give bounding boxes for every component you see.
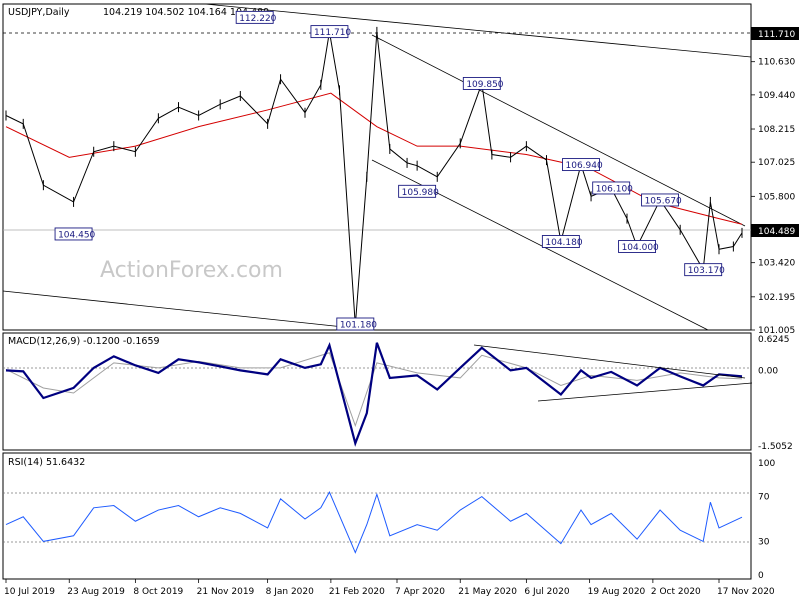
macd-line — [5, 341, 743, 447]
x-axis: 10 Jul 2019 23 Aug 2019 8 Oct 2019 21 Nov 2… — [4, 579, 775, 597]
annotation-box — [398, 184, 437, 198]
x-tick-label: 21 May 2020 — [458, 587, 517, 597]
annotation-label: 105.670 — [645, 196, 682, 206]
macd-y-tick-label: 0.6245 — [758, 335, 790, 345]
x-tick-label: 8 Oct 2019 — [133, 587, 183, 597]
price-y-tick-label: 105.800 — [758, 192, 795, 202]
current-price-label: 104.489 — [758, 227, 795, 237]
annotation-box — [462, 76, 501, 90]
rsi-y-tick-label: 30 — [758, 537, 770, 547]
annotation-label: 104.000 — [622, 243, 659, 253]
price-y-tick-label: 102.195 — [758, 293, 795, 303]
trendline-lower-long — [2, 290, 373, 331]
annotation-label: 103.170 — [688, 266, 725, 276]
annotation-box — [235, 10, 274, 24]
price-annotations: 112.220 111.710 109.850 106.940 106.100 105.6… — [54, 10, 725, 331]
annotation-label: 106.100 — [596, 184, 633, 194]
x-tick-label: 17 Nov 2020 — [717, 587, 775, 597]
resistance-price-box — [751, 27, 799, 40]
annotation-label: 109.850 — [466, 80, 503, 90]
x-tick-label: 23 Aug 2019 — [67, 587, 125, 597]
x-tick-label: 6 Jul 2020 — [524, 587, 569, 597]
annotation-label: 101.180 — [340, 321, 377, 331]
annotation-box — [641, 193, 680, 207]
rsi-line — [5, 490, 743, 554]
rsi-panel-title: RSI(14) 51.6432 — [8, 457, 85, 468]
chart-ohlc-values: 104.219 104.502 104.164 104.489 — [103, 7, 269, 18]
annotation-box — [618, 240, 657, 253]
price-y-tick-label: 101.005 — [758, 326, 795, 336]
macd-panel-title: MACD(12,26,9) -0.1200 -0.1659 — [8, 336, 160, 347]
current-price-box — [751, 224, 799, 237]
x-tick-label: 10 Jul 2019 — [4, 587, 55, 597]
chart-symbol-label: USDJPY,Daily — [8, 7, 70, 18]
rsi-y-tick-label: 70 — [758, 493, 770, 503]
price-y-tick-label: 107.025 — [758, 158, 795, 168]
annotation-box — [562, 158, 600, 172]
annotation-box — [684, 263, 723, 277]
x-tick-label: 7 Apr 2020 — [395, 587, 445, 597]
x-tick-label: 8 Jan 2020 — [266, 587, 314, 597]
price-y-tick-label: 103.420 — [758, 259, 795, 269]
rsi-panel-frame — [2, 452, 752, 580]
annotation-box — [541, 235, 580, 248]
annotation-label: 105.980 — [402, 188, 439, 198]
trendline-upper-long — [204, 3, 752, 58]
macd-y-tick-label: -1.5052 — [758, 442, 793, 452]
macd-y-axis: 0.6245 0.00 -1.5052 — [758, 335, 793, 452]
annotation-box — [592, 181, 631, 195]
rsi-y-tick-label: 100 — [758, 459, 775, 469]
annotation-box — [310, 25, 349, 39]
price-y-axis: 110.630 109.440 108.215 107.025 105.800 103.4… — [751, 58, 795, 336]
annotation-label: 104.450 — [58, 230, 95, 240]
annotation-box — [54, 227, 93, 241]
x-tick-label: 19 Aug 2020 — [588, 587, 646, 597]
macd-signal-line — [5, 352, 743, 428]
channel-upper — [371, 34, 746, 227]
rsi-y-tick-label: 0 — [758, 571, 764, 581]
x-tick-label: 21 Feb 2020 — [329, 587, 385, 597]
annotation-label: 111.710 — [314, 28, 351, 38]
resistance-price-label: 111.710 — [758, 30, 795, 40]
price-y-tick-label: 109.440 — [758, 91, 795, 101]
rsi-y-axis: 100 70 30 0 — [758, 459, 775, 581]
price-y-tick-label: 108.215 — [758, 125, 795, 135]
macd-panel-frame — [2, 332, 752, 451]
x-tick-label: 21 Nov 2019 — [197, 587, 255, 597]
watermark: ActionForex.com — [100, 258, 283, 283]
price-panel-frame — [2, 3, 752, 331]
macd-trendline-upper — [473, 344, 746, 379]
annotation-box — [336, 317, 375, 331]
annotation-label: 106.940 — [566, 161, 603, 171]
macd-y-tick-label: 0.00 — [758, 366, 778, 376]
price-y-tick-label: 110.630 — [758, 58, 795, 68]
macd-trendline-lower — [537, 382, 753, 402]
annotation-label: 104.180 — [545, 238, 582, 248]
x-tick-label: 2 Oct 2020 — [651, 587, 701, 597]
annotation-label: 112.220 — [239, 14, 276, 24]
